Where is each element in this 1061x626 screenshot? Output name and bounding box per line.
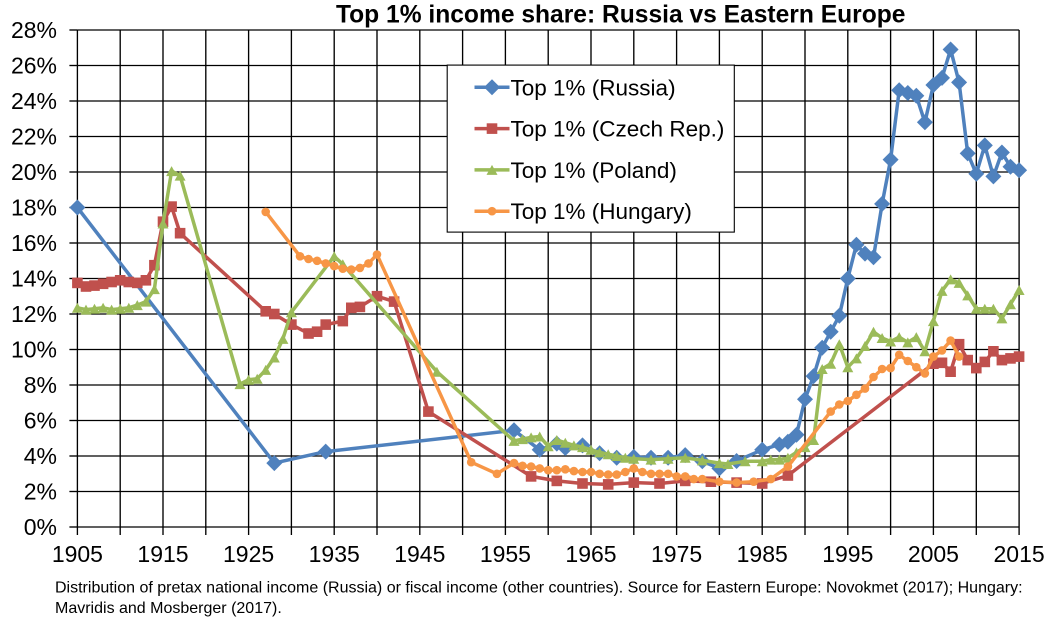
svg-text:1905: 1905: [52, 541, 103, 567]
svg-text:2%: 2%: [24, 479, 57, 505]
svg-text:2015: 2015: [994, 541, 1045, 567]
svg-text:1915: 1915: [137, 541, 188, 567]
svg-text:22%: 22%: [11, 124, 57, 150]
svg-text:Top 1% income share: Russia vs: Top 1% income share: Russia vs Eastern E…: [336, 2, 906, 29]
svg-text:1985: 1985: [737, 541, 788, 567]
svg-text:Top 1% (Czech Rep.): Top 1% (Czech Rep.): [511, 117, 725, 142]
svg-text:14%: 14%: [11, 266, 57, 292]
svg-text:4%: 4%: [24, 443, 57, 469]
svg-text:20%: 20%: [11, 159, 57, 185]
svg-text:Top 1% (Hungary): Top 1% (Hungary): [511, 199, 692, 224]
svg-text:1925: 1925: [223, 541, 274, 567]
svg-text:10%: 10%: [11, 337, 57, 363]
svg-text:Top 1% (Russia): Top 1% (Russia): [511, 75, 676, 100]
svg-text:1955: 1955: [480, 541, 531, 567]
svg-text:Distribution of pretax nationa: Distribution of pretax national income (…: [55, 580, 1023, 597]
svg-text:1995: 1995: [822, 541, 873, 567]
svg-text:Top 1% (Poland): Top 1% (Poland): [511, 158, 677, 183]
svg-text:26%: 26%: [11, 53, 57, 79]
svg-text:1945: 1945: [394, 541, 445, 567]
svg-text:1975: 1975: [651, 541, 702, 567]
svg-text:16%: 16%: [11, 230, 57, 256]
svg-text:24%: 24%: [11, 88, 57, 114]
svg-text:12%: 12%: [11, 301, 57, 327]
svg-text:1965: 1965: [565, 541, 616, 567]
svg-text:8%: 8%: [24, 372, 57, 398]
svg-text:2005: 2005: [908, 541, 959, 567]
svg-text:28%: 28%: [11, 17, 57, 43]
svg-text:0%: 0%: [24, 514, 57, 540]
svg-text:18%: 18%: [11, 195, 57, 221]
svg-text:6%: 6%: [24, 408, 57, 434]
svg-text:1935: 1935: [309, 541, 360, 567]
svg-text:Mavridis and Mosberger (2017).: Mavridis and Mosberger (2017).: [55, 600, 282, 617]
